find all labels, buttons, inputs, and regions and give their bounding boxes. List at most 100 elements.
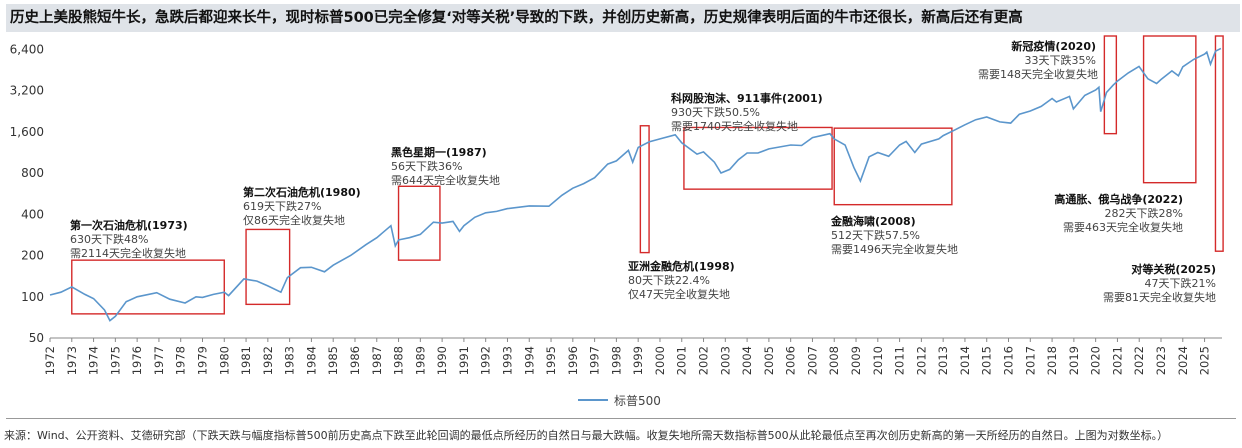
legend-swatch xyxy=(578,399,608,401)
x-tick-label: 2007 xyxy=(805,346,819,375)
x-tick-label: 2003 xyxy=(718,346,732,375)
annotation-line1: 33天下跌35% xyxy=(1024,54,1096,67)
x-tick-label: 2001 xyxy=(675,346,689,375)
annotation-title: 第一次石油危机(1973) xyxy=(70,219,188,232)
x-tick-label: 1994 xyxy=(522,346,536,375)
y-tick-label: 400 xyxy=(21,207,44,221)
annotation-1998: 亚洲金融危机(1998) 80天下跌22.4% 仅47天完全收复失地 xyxy=(628,260,735,302)
annotation-title: 第二次石油危机(1980) xyxy=(243,186,361,199)
x-tick-label: 1992 xyxy=(479,346,493,375)
x-tick-label: 2008 xyxy=(827,346,841,375)
x-tick-label: 1996 xyxy=(566,346,580,375)
annotation-line1: 80天下跌22.4% xyxy=(628,274,710,287)
x-tick-label: 2002 xyxy=(697,346,711,375)
annotation-title: 科网股泡沫、911事件(2001) xyxy=(671,92,823,105)
annotation-title: 高通胀、俄乌战争(2022) xyxy=(1054,193,1183,206)
annotation-1980: 第二次石油危机(1980) 619天下跌27% 仅86天完全收复失地 xyxy=(243,186,361,228)
x-tick-label: 1989 xyxy=(413,346,427,375)
x-axis: 1972 1973 1974 1975 1976 1977 1978 1979 1980 1981… xyxy=(43,337,1222,375)
x-tick-label: 2004 xyxy=(740,346,754,375)
x-tick-label: 1983 xyxy=(283,346,297,375)
x-tick-label: 2021 xyxy=(1110,346,1124,375)
x-tick-label: 1998 xyxy=(609,346,623,375)
x-tick-label: 1978 xyxy=(174,346,188,375)
annotation-2001: 科网股泡沫、911事件(2001) 930天下跌50.5% 需要1740天完全收… xyxy=(671,92,823,134)
annotation-2008: 金融海啸(2008) 512天下跌57.5% 需要1496天完全收复失地 xyxy=(831,215,958,257)
x-tick-label: 1999 xyxy=(631,346,645,375)
x-tick-label: 2015 xyxy=(980,346,994,375)
annotation-line2: 需644天完全收复失地 xyxy=(391,174,500,187)
x-tick-label: 1990 xyxy=(435,346,449,375)
y-tick-label: 800 xyxy=(21,166,44,180)
y-tick-label: 100 xyxy=(21,290,44,304)
crisis-box xyxy=(1103,35,1118,135)
annotation-1987: 黑色星期一(1987) 56天下跌36% 需644天完全收复失地 xyxy=(391,146,500,188)
x-tick-label: 1976 xyxy=(130,346,144,375)
annotation-title: 新冠疫情(2020) xyxy=(1011,40,1096,53)
x-tick-label: 2011 xyxy=(893,346,907,375)
x-tick-label: 2016 xyxy=(1002,346,1016,375)
x-tick-label: 2025 xyxy=(1198,346,1212,375)
x-tick-label: 2006 xyxy=(784,346,798,375)
x-tick-label: 2012 xyxy=(914,346,928,375)
annotation-1973: 第一次石油危机(1973) 630天下跌48% 需2114天完全收复失地 xyxy=(70,219,188,261)
x-tick-label: 1988 xyxy=(392,346,406,375)
crisis-box xyxy=(833,127,953,206)
x-tick-label: 1987 xyxy=(370,346,384,375)
x-tick-label: 1995 xyxy=(544,346,558,375)
annotation-title: 对等关税(2025) xyxy=(1131,263,1216,276)
x-tick-label: 1979 xyxy=(195,346,209,375)
series-line-sp500 xyxy=(49,47,1222,322)
source-note: 来源：Wind、公开资料、艾德研究部（下跌天跌与幅度指标普500前历史高点下跌至… xyxy=(4,429,1169,442)
x-tick-label: 2014 xyxy=(958,346,972,375)
annotation-2025: 对等关税(2025) 47天下跌21% 需要81天完全收复失地 xyxy=(1080,263,1216,305)
annotation-line2: 需要148天完全收复失地 xyxy=(978,68,1098,81)
annotation-line1: 282天下跌28% xyxy=(1104,207,1183,220)
annotation-line2: 仅47天完全收复失地 xyxy=(628,288,730,301)
x-tick-label: 1973 xyxy=(65,346,79,375)
y-tick-label: 50 xyxy=(29,331,44,345)
y-tick-label: 1,600 xyxy=(10,125,44,139)
x-tick-label: 2000 xyxy=(653,346,667,375)
x-tick-label: 1974 xyxy=(87,346,101,375)
x-tick-label: 1977 xyxy=(152,346,166,375)
footer-divider xyxy=(6,418,1236,419)
x-tick-label: 1981 xyxy=(239,346,253,375)
legend-label: 标普500 xyxy=(614,394,661,408)
x-tick-label: 2020 xyxy=(1089,346,1103,375)
annotation-title: 黑色星期一(1987) xyxy=(391,146,487,159)
annotation-line2: 需要1496天完全收复失地 xyxy=(831,243,958,256)
annotation-title: 金融海啸(2008) xyxy=(831,215,916,228)
x-tick-label: 2010 xyxy=(871,346,885,375)
annotation-line2: 仅86天完全收复失地 xyxy=(243,214,345,227)
y-tick-label: 3,200 xyxy=(10,84,44,98)
annotation-line1: 619天下跌27% xyxy=(243,200,322,213)
x-tick-label: 1993 xyxy=(500,346,514,375)
crisis-box xyxy=(1214,35,1224,252)
x-tick-label: 1980 xyxy=(217,346,231,375)
annotation-title: 亚洲金融危机(1998) xyxy=(628,260,735,273)
annotation-line2: 需要81天完全收复失地 xyxy=(1103,291,1216,304)
y-tick-label: 200 xyxy=(21,249,44,263)
annotation-line2: 需要1740天完全收复失地 xyxy=(671,120,798,133)
x-tick-label: 1991 xyxy=(457,346,471,375)
annotation-2022: 高通胀、俄乌战争(2022) 282天下跌28% 需要463天完全收复失地 xyxy=(1040,193,1183,235)
crisis-box xyxy=(683,126,833,190)
x-tick-label: 2009 xyxy=(849,346,863,375)
annotation-line1: 630天下跌48% xyxy=(70,233,149,246)
annotation-line1: 56天下跌36% xyxy=(391,160,463,173)
annotation-line2: 需2114天完全收复失地 xyxy=(70,247,186,260)
x-tick-label: 2024 xyxy=(1176,346,1190,375)
x-tick-label: 1982 xyxy=(261,346,275,375)
crisis-box xyxy=(71,259,225,315)
annotation-line1: 512天下跌57.5% xyxy=(831,229,920,242)
x-tick-label: 2019 xyxy=(1067,346,1081,375)
y-axis: 50 100 200 400 800 1,600 3,200 6,400 xyxy=(10,42,44,345)
x-tick-label: 2017 xyxy=(1023,346,1037,375)
x-tick-label: 1972 xyxy=(43,346,57,375)
annotation-line1: 47天下跌21% xyxy=(1144,277,1216,290)
annotation-line1: 930天下跌50.5% xyxy=(671,106,760,119)
x-tick-label: 2023 xyxy=(1154,346,1168,375)
crisis-box xyxy=(397,185,441,261)
